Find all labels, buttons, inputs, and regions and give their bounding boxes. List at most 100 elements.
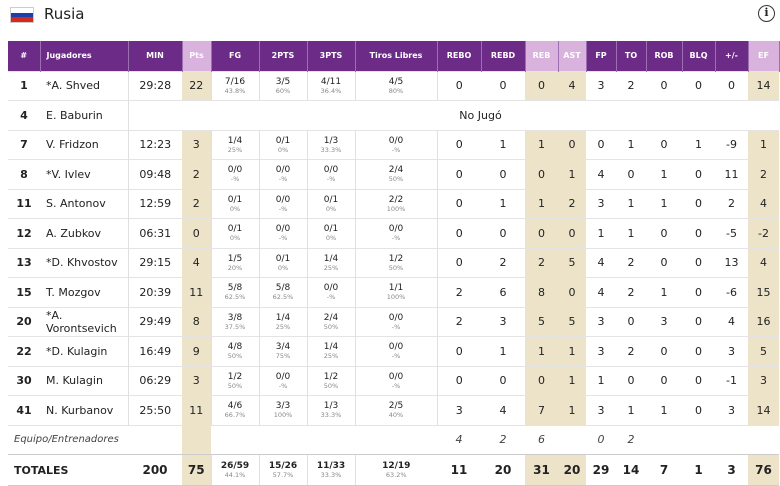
two-pointers-percentage: -% [278, 204, 288, 213]
col-header-rebd[interactable]: REBD [481, 41, 526, 71]
three-pointers-made-attempted: 0/1 [323, 194, 339, 205]
player-rebd: 3 [481, 306, 525, 337]
two-pointers-percentage: 60% [275, 86, 291, 95]
player-rob: 0 [646, 218, 682, 248]
player-blq: 0 [682, 336, 715, 366]
three-pointers: 0/0 -% [306, 277, 355, 307]
field-goals-made-attempted: 0/0 [227, 165, 243, 176]
player-rebd: 0 [481, 365, 525, 396]
col-header-3pts[interactable]: 3PTS [307, 41, 356, 71]
player-reb: 2 [525, 247, 558, 278]
player-blq: 0 [682, 70, 715, 101]
field-goals-made-attempted: 1/2 [227, 371, 243, 382]
box-score-table: # Jugadores MIN Pts FG 2PTS 3PTS Tiros Libres RE… [8, 41, 780, 486]
table-row: 1 *A. Shved 29:28 22 7/16 43.8% 3/5 60% 4/11 36.4… [8, 70, 779, 101]
col-header-reb[interactable]: REB [525, 41, 559, 71]
player-fp: 1 [586, 218, 616, 248]
player-rebd: 0 [481, 70, 525, 101]
two-pointers: 0/1 0% [258, 129, 307, 160]
field-goals-percentage: 0% [229, 204, 241, 213]
two-pointers-percentage: 25% [275, 322, 291, 331]
player-name[interactable]: N. Kurbanov [40, 395, 128, 425]
player-ef: 16 [748, 306, 779, 337]
table-row: 12 A. Zubkov 06:31 0 0/1 0% 0/0 -% 0/1 0% 0/0 -% 0 0 0… [8, 218, 779, 248]
col-header-plus-minus[interactable]: +/- [715, 41, 749, 71]
player-name[interactable]: S. Antonov [40, 188, 128, 219]
totals-field-goals-made-attempted: 26/59 [220, 461, 250, 471]
field-goals-made-attempted: 0/1 [227, 194, 243, 205]
free-throws: 0/0 -% [354, 129, 437, 160]
field-goals-made-attempted: 1/5 [227, 253, 243, 264]
two-pointers: 3/4 75% [258, 336, 307, 366]
free-throws-made-attempted: 1/2 [388, 253, 404, 264]
player-name[interactable]: *D. Khvostov [40, 247, 128, 278]
player-number: 7 [8, 129, 40, 160]
player-ef: 4 [748, 188, 779, 219]
field-goals: 0/1 0% [210, 218, 259, 248]
totals-field-goals: 26/59 44.1% [210, 454, 259, 486]
player-name[interactable]: V. Fridzon [40, 129, 128, 160]
two-pointers-percentage: 75% [275, 352, 291, 361]
three-pointers: 1/2 50% [306, 365, 355, 396]
col-header-rob[interactable]: ROB [646, 41, 683, 71]
col-header-to[interactable]: TO [616, 41, 647, 71]
table-header-row: # Jugadores MIN Pts FG 2PTS 3PTS Tiros Libres RE… [8, 41, 780, 71]
col-header-fp[interactable]: FP [586, 41, 617, 71]
three-pointers-made-attempted: 1/3 [323, 135, 339, 146]
player-to: 2 [616, 70, 646, 101]
empty-cell [307, 424, 355, 455]
player-blq: 0 [682, 365, 715, 396]
field-goals-percentage: 62.5% [224, 293, 246, 302]
col-header-pts[interactable]: Pts [182, 41, 212, 71]
player-name[interactable]: A. Zubkov [40, 218, 128, 248]
player-name[interactable]: T. Mozgov [40, 277, 128, 307]
table-row: 4 E. Baburin No Jugó [8, 100, 779, 130]
player-minutes: 29:49 [127, 306, 182, 337]
player-name[interactable]: *D. Kulagin [40, 336, 128, 366]
three-pointers-made-attempted: 0/0 [323, 165, 339, 176]
col-header-ef[interactable]: EF [748, 41, 780, 71]
free-throws-made-attempted: 0/0 [388, 342, 404, 353]
col-header-tiros-libres[interactable]: Tiros Libres [355, 41, 438, 71]
player-name[interactable]: M. Kulagin [40, 365, 128, 396]
player-number: 20 [8, 306, 40, 337]
player-name[interactable]: *A. Shved [40, 70, 128, 101]
flag-stripe-red [11, 17, 33, 22]
player-ef: 14 [748, 70, 779, 101]
field-goals: 0/0 -% [210, 159, 259, 189]
player-number: 8 [8, 159, 40, 189]
two-pointers: 0/0 -% [258, 188, 307, 219]
player-name[interactable]: *V. Ivlev [40, 159, 128, 189]
player-to: 0 [616, 306, 646, 337]
team-coaches-row: Equipo/Entrenadores 4 2 6 0 2 [8, 424, 779, 455]
player-plus-minus: -1 [715, 365, 748, 396]
col-header-number[interactable]: # [8, 41, 41, 71]
col-header-min[interactable]: MIN [128, 41, 183, 71]
player-blq: 1 [682, 129, 715, 160]
free-throws-percentage: 50% [388, 263, 404, 272]
totals-two-pointers: 15/26 57.7% [258, 454, 307, 486]
player-points: 3 [182, 365, 211, 396]
two-pointers-made-attempted: 0/0 [275, 371, 291, 382]
col-header-2pts[interactable]: 2PTS [259, 41, 308, 71]
two-pointers-made-attempted: 3/5 [275, 76, 291, 87]
col-header-blq[interactable]: BLQ [682, 41, 716, 71]
player-ef: 15 [748, 277, 779, 307]
field-goals-percentage: 43.8% [224, 86, 246, 95]
totals-ast: 20 [558, 454, 586, 486]
col-header-fg[interactable]: FG [211, 41, 260, 71]
col-header-jugadores[interactable]: Jugadores [40, 41, 129, 71]
totals-label: TOTALES [8, 454, 128, 486]
free-throws-made-attempted: 0/0 [388, 135, 404, 146]
free-throws: 4/5 80% [354, 70, 437, 101]
col-header-rebo[interactable]: REBO [437, 41, 482, 71]
empty-cell [182, 424, 211, 455]
info-icon[interactable]: i [758, 5, 775, 22]
player-minutes: 20:39 [127, 277, 182, 307]
player-name[interactable]: E. Baburin [40, 100, 128, 130]
col-header-ast[interactable]: AST [558, 41, 587, 71]
field-goals-made-attempted: 0/1 [227, 224, 243, 235]
player-ef: 4 [748, 247, 779, 278]
player-name[interactable]: *A. Vorontsevich [40, 306, 128, 337]
player-fp: 1 [586, 365, 616, 396]
